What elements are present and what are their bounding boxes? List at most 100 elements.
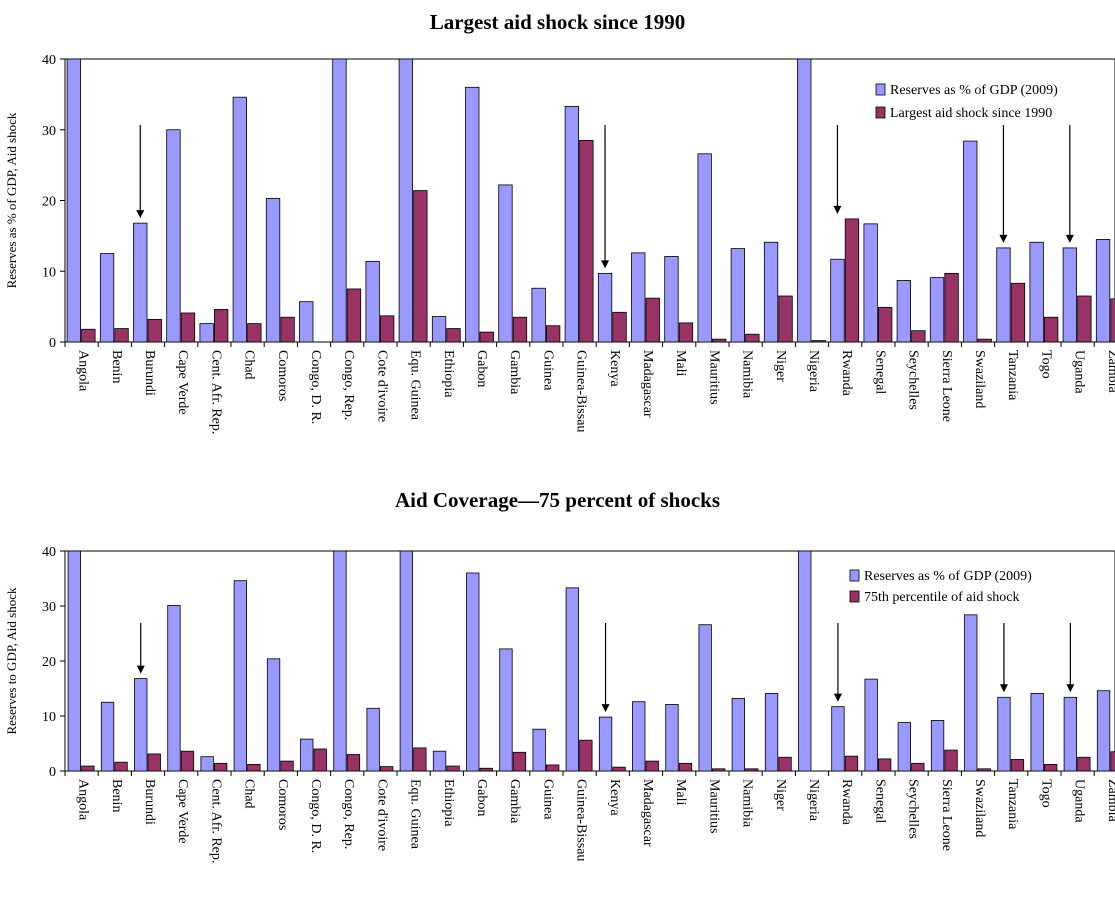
legend-swatch — [875, 83, 886, 96]
x-tick-label: Rwanda — [839, 779, 854, 826]
bar-reserves — [100, 701, 115, 772]
arrow-head — [833, 205, 842, 214]
x-tick-label: Congo, D. R. — [308, 779, 323, 853]
bar-reserves — [831, 706, 845, 772]
x-tick-label: Togo — [1038, 350, 1053, 379]
legend-box — [848, 562, 1114, 606]
y-axis-label: Reserves as % of GDP, Aid shock — [4, 112, 19, 288]
y-tick-label: 10 — [42, 710, 56, 725]
bar-reserves — [665, 704, 679, 772]
bar-reserves — [864, 678, 878, 772]
bar-reserves — [199, 323, 214, 343]
arrow-head — [999, 684, 1008, 693]
bar-reserves — [964, 614, 978, 772]
legend-box — [874, 76, 1114, 124]
x-tick-label: Benin — [109, 350, 124, 383]
x-tick-label: Rwanda — [839, 350, 854, 397]
bar-aid-shock — [878, 306, 893, 343]
x-tick-label: Madagascar — [640, 779, 655, 847]
x-tick-label: Zambia — [1105, 350, 1115, 394]
x-tick-label: Niger — [773, 350, 788, 382]
bar-aid-shock — [1010, 759, 1025, 772]
x-tick-label: Gabon — [474, 350, 489, 387]
chart-largest-aid-shock: Largest aid shock since 1990 0 10 20 30 40 Re… — [0, 0, 1115, 445]
x-tick-label: Cent. Afr. Rep. — [208, 779, 223, 863]
bar-chart-svg: 0 10 20 30 40 Reserves as % of GDP, Aid shock… — [4, 53, 1115, 434]
bar-aid-shock — [1010, 282, 1026, 343]
bar-aid-shock — [81, 765, 95, 772]
bar-reserves — [896, 280, 911, 343]
x-tick-label: Senegal — [872, 779, 887, 823]
y-tick-label: 10 — [42, 265, 56, 280]
legend: Reserves as % of GDP (2009) Largest aid s… — [874, 76, 1114, 124]
bar-aid-shock — [678, 322, 694, 343]
chart-title: Largest aid shock since 1990 — [429, 10, 686, 34]
bar-reserves — [797, 58, 812, 343]
x-tick-label: Mali — [673, 779, 688, 806]
x-tick-label: Guinea-Bissau — [574, 779, 589, 861]
y-tick-label: 30 — [42, 124, 56, 139]
x-tick-label: Guinea-Bissau — [574, 350, 589, 432]
y-tick-label: 20 — [42, 655, 56, 670]
bar-aid-shock — [1044, 763, 1058, 772]
bar-reserves — [232, 96, 248, 343]
bar-aid-shock — [944, 272, 959, 343]
bar-aid-shock — [546, 764, 560, 772]
x-tick-label: Uganda — [1072, 779, 1087, 823]
bar-reserves — [532, 728, 546, 772]
bar-reserves — [200, 756, 214, 772]
bar-aid-shock — [114, 328, 129, 343]
bar-reserves — [565, 587, 579, 772]
bar-reserves — [365, 260, 380, 343]
x-tick-label: Mali — [673, 350, 688, 377]
x-tick-label: Mauritius — [706, 779, 721, 833]
bar-reserves — [1096, 690, 1111, 772]
bar-aid-shock — [346, 288, 362, 343]
x-tick-label: Tanzania — [1005, 779, 1020, 830]
legend: Reserves as % of GDP (2009) 75th percenti… — [848, 562, 1114, 606]
x-tick-label: Ethiopia — [441, 779, 456, 827]
bar-reserves — [930, 719, 945, 772]
x-tick-label: Cote d'ivoire — [374, 350, 389, 422]
bar-aid-shock — [944, 749, 958, 772]
bar-aid-shock — [446, 328, 461, 343]
x-tick-label: Nigeria — [806, 779, 821, 822]
bar-reserves — [1029, 241, 1044, 343]
bar-reserves — [431, 316, 447, 343]
bar-aid-shock — [612, 311, 627, 343]
bar-reserves — [830, 258, 845, 343]
x-tick-label: Tanzania — [1005, 350, 1020, 401]
bar-reserves — [266, 658, 281, 772]
x-tick-label: Congo, Rep. — [341, 779, 356, 849]
x-tick-label: Equ. Guinea — [408, 350, 423, 421]
bar-reserves — [697, 153, 712, 343]
chart-title: Aid Coverage—75 percent of shocks — [394, 488, 721, 512]
legend-label: Reserves as % of GDP (2009) — [864, 569, 1032, 584]
bar-aid-shock — [379, 315, 395, 343]
bar-chart-svg: 0 10 20 30 40 Reserves to GDP, Aid shock Angol… — [4, 545, 1115, 863]
bar-reserves — [99, 253, 115, 343]
legend-label: 75th percentile of aid shock — [864, 590, 1020, 605]
x-tick-label: Cape Verde — [175, 779, 190, 844]
bar-reserves — [996, 247, 1011, 343]
bar-aid-shock — [346, 754, 361, 772]
bar-reserves — [265, 197, 281, 343]
bar-reserves — [432, 750, 447, 772]
x-tick-label: Sierra Leone — [939, 350, 954, 422]
y-tick-label: 0 — [49, 336, 56, 351]
bar-reserves — [564, 106, 579, 343]
x-tick-label: Swaziland — [972, 779, 987, 837]
bar-aid-shock — [280, 316, 295, 343]
bar-reserves — [332, 58, 347, 343]
x-tick-label: Angola — [76, 779, 91, 821]
x-tick-label: Chad — [242, 350, 257, 380]
bar-reserves — [798, 550, 812, 772]
bar-reserves — [1063, 696, 1077, 772]
x-tick-label: Ethiopia — [441, 350, 456, 398]
x-tick-label: Gabon — [474, 779, 489, 816]
y-tick-label: 40 — [42, 545, 56, 560]
x-tick-label: Cape Verde — [175, 350, 190, 415]
bar-reserves — [233, 580, 248, 772]
x-tick-label: Gambia — [507, 350, 522, 395]
bar-aid-shock — [247, 763, 261, 772]
